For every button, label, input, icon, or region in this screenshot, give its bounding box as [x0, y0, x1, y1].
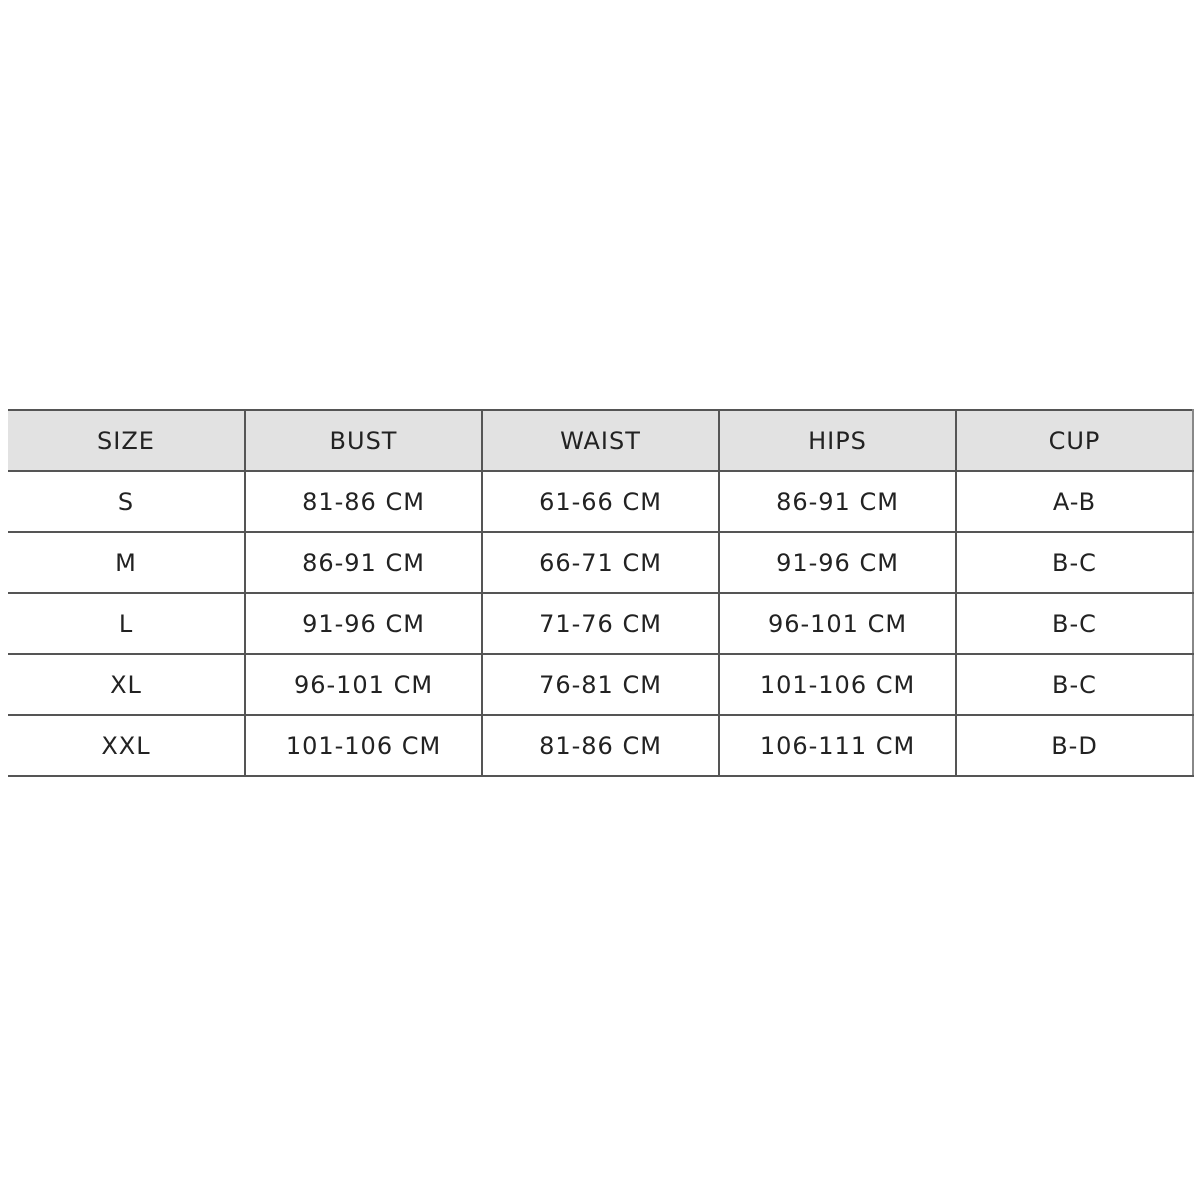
table-cell: 81-86 CM: [481, 714, 720, 777]
table-body: S 81-86 CM 61-66 CM 86-91 CM A-B M 86-91 CM 66-…: [8, 470, 1194, 777]
size-table: SIZE BUST WAIST HIPS CUP S 81-86 CM 61-66 CM 86…: [8, 409, 1194, 777]
table-cell: 96-101 CM: [718, 592, 957, 655]
table-cell: 66-71 CM: [481, 531, 720, 594]
table-cell: 86-91 CM: [718, 470, 957, 533]
table-cell: 81-86 CM: [244, 470, 483, 533]
table-header: SIZE BUST WAIST HIPS CUP: [8, 409, 1194, 472]
table-cell: 101-106 CM: [244, 714, 483, 777]
table-cell: B-C: [955, 592, 1194, 655]
table-cell: XXL: [8, 714, 246, 777]
header-cell: HIPS: [718, 409, 957, 472]
header-cell: BUST: [244, 409, 483, 472]
header-cell: WAIST: [481, 409, 720, 472]
table-cell: 61-66 CM: [481, 470, 720, 533]
table-cell: 96-101 CM: [244, 653, 483, 716]
table-cell: B-C: [955, 531, 1194, 594]
table-cell: S: [8, 470, 246, 533]
table-row: L 91-96 CM 71-76 CM 96-101 CM B-C: [8, 592, 1194, 655]
table-cell: L: [8, 592, 246, 655]
table-cell: 106-111 CM: [718, 714, 957, 777]
table-cell: A-B: [955, 470, 1194, 533]
table-row: XXL 101-106 CM 81-86 CM 106-111 CM B-D: [8, 714, 1194, 777]
table-cell: 86-91 CM: [244, 531, 483, 594]
header-cell: SIZE: [8, 409, 246, 472]
table-cell: B-C: [955, 653, 1194, 716]
table-row: M 86-91 CM 66-71 CM 91-96 CM B-C: [8, 531, 1194, 594]
table-cell: 76-81 CM: [481, 653, 720, 716]
table-cell: 71-76 CM: [481, 592, 720, 655]
table-row: S 81-86 CM 61-66 CM 86-91 CM A-B: [8, 470, 1194, 533]
table-cell: 101-106 CM: [718, 653, 957, 716]
table-cell: M: [8, 531, 246, 594]
table-row: XL 96-101 CM 76-81 CM 101-106 CM B-C: [8, 653, 1194, 716]
table-cell: B-D: [955, 714, 1194, 777]
header-cell: CUP: [955, 409, 1194, 472]
header-row: SIZE BUST WAIST HIPS CUP: [8, 409, 1194, 472]
table-cell: 91-96 CM: [244, 592, 483, 655]
table-cell: XL: [8, 653, 246, 716]
table-cell: 91-96 CM: [718, 531, 957, 594]
